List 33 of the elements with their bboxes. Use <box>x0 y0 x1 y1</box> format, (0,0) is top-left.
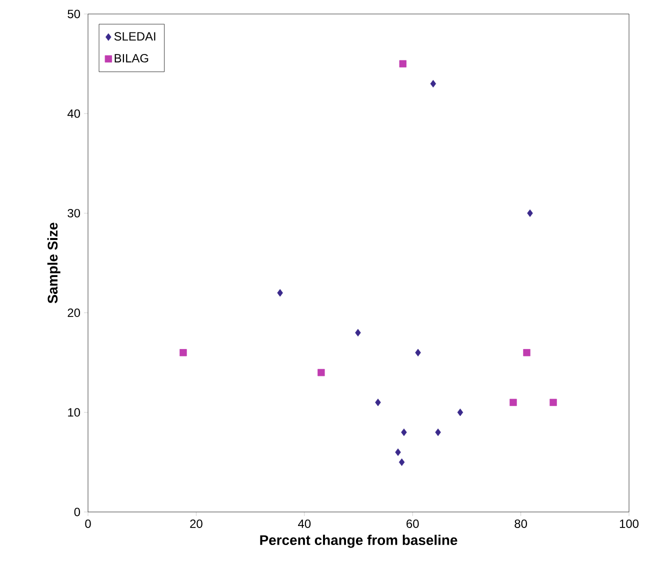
y-tick-label: 30 <box>68 208 80 218</box>
x-tick-label: 0 <box>85 520 91 528</box>
point <box>527 209 533 217</box>
y-tick-label: 20 <box>68 308 80 318</box>
y-axis-title: Sample Size <box>47 222 60 304</box>
point <box>375 398 381 406</box>
y-tick-label: 40 <box>67 109 80 118</box>
x-tick-label: 20 <box>190 520 202 528</box>
x-tick-label: 100 <box>620 520 639 528</box>
point <box>415 348 421 356</box>
point <box>550 398 557 406</box>
y-tick-label: 0 <box>74 508 80 516</box>
x-tick-label: 40 <box>298 520 311 528</box>
point <box>457 408 464 416</box>
legend-label: SLEDAI <box>114 32 156 41</box>
point <box>398 458 405 466</box>
point <box>401 428 407 436</box>
point <box>435 428 441 436</box>
point <box>318 368 325 376</box>
x-axis-title: Percent change from baseline <box>260 534 458 548</box>
point <box>395 448 401 456</box>
point <box>355 328 361 336</box>
x-tick-label: 80 <box>514 520 527 528</box>
point <box>399 60 406 68</box>
point <box>523 349 530 356</box>
point <box>277 289 283 297</box>
point <box>430 80 436 88</box>
point <box>180 349 187 356</box>
x-tick-label: 60 <box>406 520 419 528</box>
y-tick-label: 10 <box>68 408 80 417</box>
point <box>510 398 517 406</box>
legend-label: BILAG <box>114 54 148 62</box>
y-tick-label: 50 <box>68 10 80 18</box>
